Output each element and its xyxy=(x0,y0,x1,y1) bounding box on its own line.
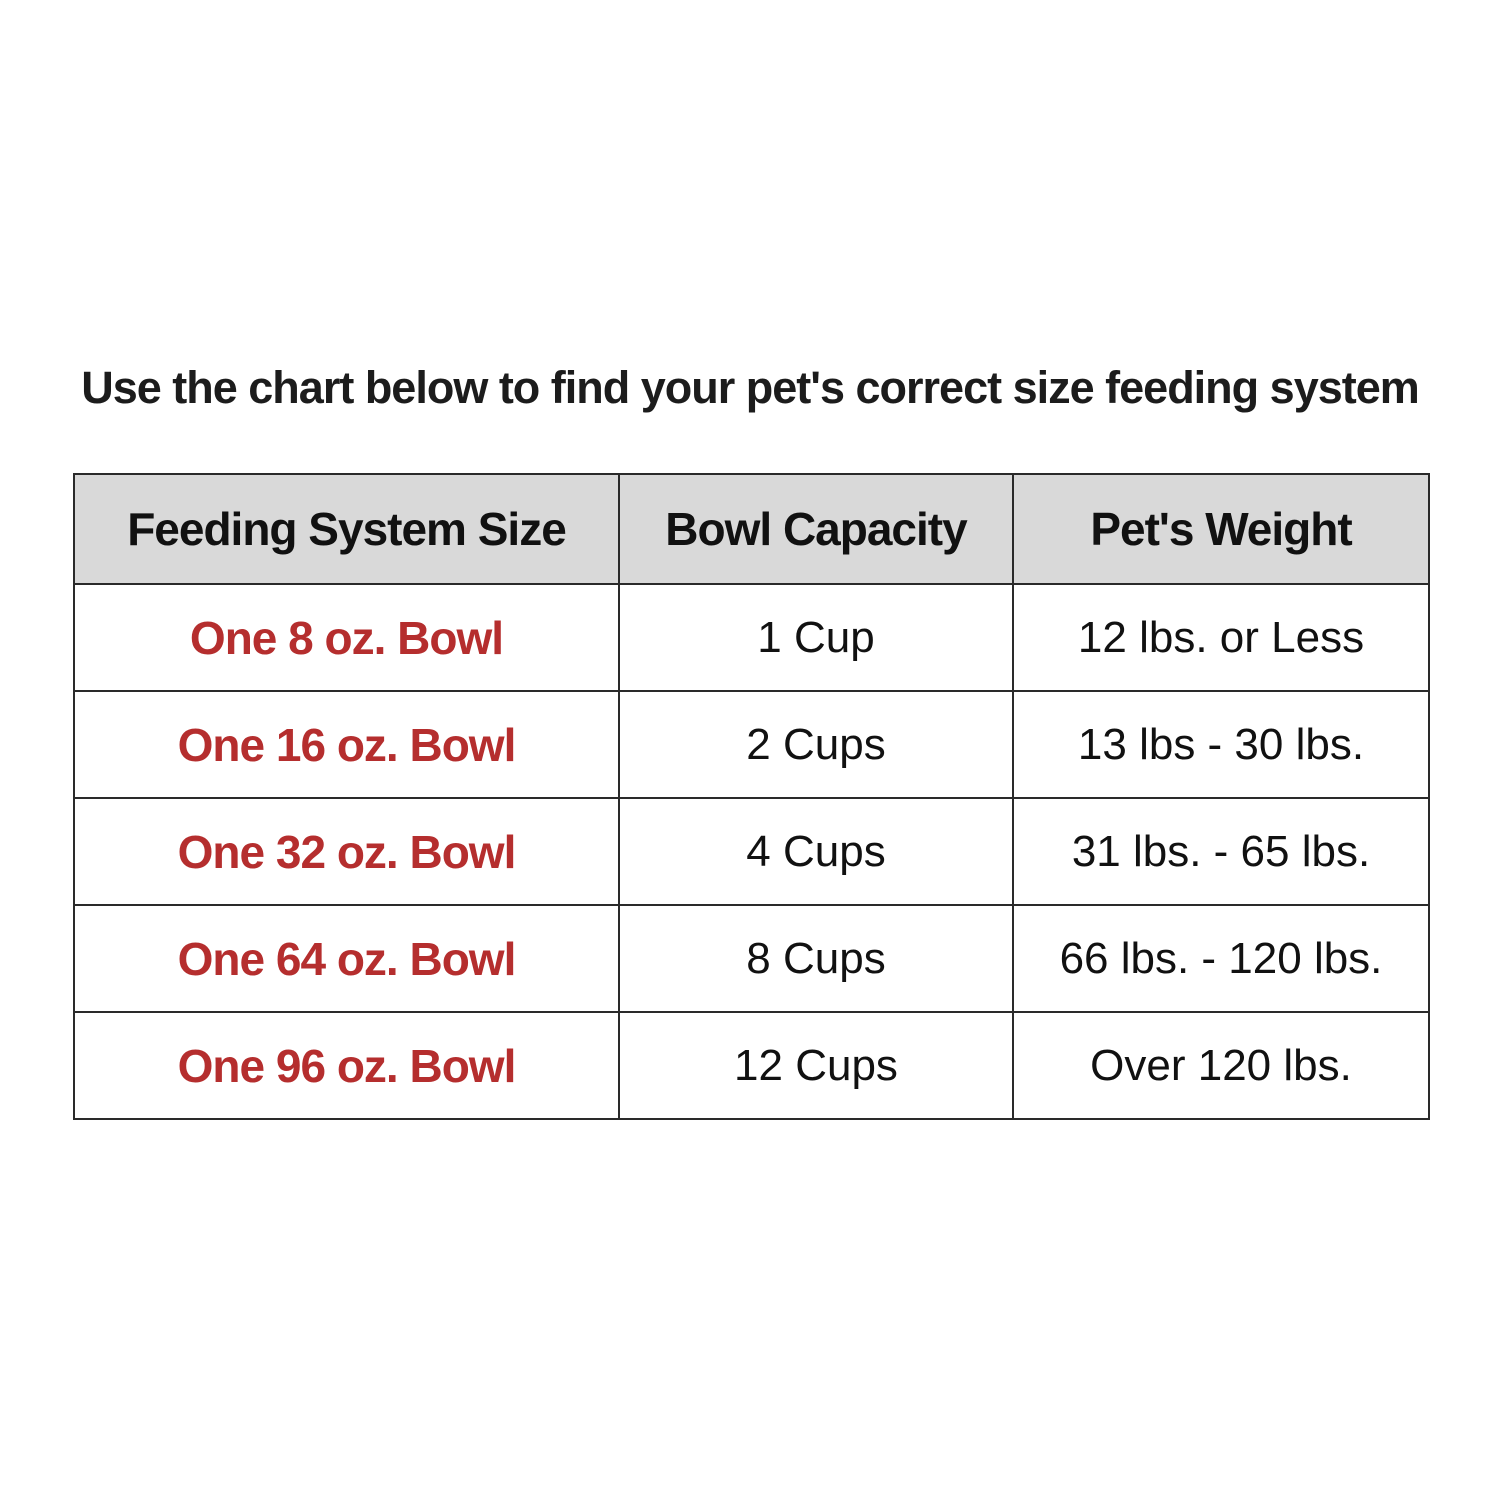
cell-weight: 66 lbs. - 120 lbs. xyxy=(1012,904,1430,1013)
column-header-pets-weight: Pet's Weight xyxy=(1012,473,1430,585)
cell-capacity: 12 Cups xyxy=(618,1011,1014,1120)
cell-size: One 32 oz. Bowl xyxy=(73,797,620,906)
cell-capacity: 4 Cups xyxy=(618,797,1014,906)
feeding-chart-table: Feeding System Size Bowl Capacity Pet's … xyxy=(73,473,1430,1120)
cell-capacity: 8 Cups xyxy=(618,904,1014,1013)
table-row: One 64 oz. Bowl 8 Cups 66 lbs. - 120 lbs… xyxy=(73,904,1430,1013)
cell-size: One 96 oz. Bowl xyxy=(73,1011,620,1120)
cell-weight: 31 lbs. - 65 lbs. xyxy=(1012,797,1430,906)
table-row: One 16 oz. Bowl 2 Cups 13 lbs - 30 lbs. xyxy=(73,690,1430,799)
cell-size: One 64 oz. Bowl xyxy=(73,904,620,1013)
cell-weight: 13 lbs - 30 lbs. xyxy=(1012,690,1430,799)
table-row: One 96 oz. Bowl 12 Cups Over 120 lbs. xyxy=(73,1011,1430,1120)
cell-weight: Over 120 lbs. xyxy=(1012,1011,1430,1120)
column-header-feeding-system-size: Feeding System Size xyxy=(73,473,620,585)
cell-size: One 8 oz. Bowl xyxy=(73,583,620,692)
table-row: One 8 oz. Bowl 1 Cup 12 lbs. or Less xyxy=(73,583,1430,692)
cell-capacity: 1 Cup xyxy=(618,583,1014,692)
table-row: One 32 oz. Bowl 4 Cups 31 lbs. - 65 lbs. xyxy=(73,797,1430,906)
cell-capacity: 2 Cups xyxy=(618,690,1014,799)
cell-size: One 16 oz. Bowl xyxy=(73,690,620,799)
header-row: Feeding System Size Bowl Capacity Pet's … xyxy=(73,473,1430,585)
cell-weight: 12 lbs. or Less xyxy=(1012,583,1430,692)
column-header-bowl-capacity: Bowl Capacity xyxy=(618,473,1014,585)
chart-title: Use the chart below to find your pet's c… xyxy=(81,362,1420,413)
